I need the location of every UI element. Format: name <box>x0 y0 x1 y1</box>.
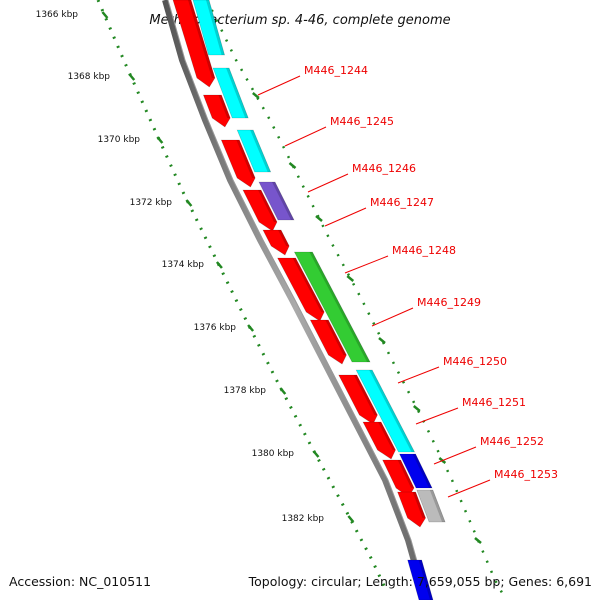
kbp-tick-label: 1368 kbp <box>68 72 111 82</box>
kbp-tick-label: 1366 kbp <box>36 10 79 20</box>
gene-label-leader <box>371 307 414 327</box>
gene-label[interactable]: M446_1246 <box>352 162 416 175</box>
ruler-dotted-line <box>96 0 388 591</box>
gene-label[interactable]: M446_1247 <box>370 196 434 209</box>
kbp-tick-mark <box>101 11 109 19</box>
backbone-line <box>162 0 428 600</box>
gene-label[interactable]: M446_1249 <box>417 296 481 309</box>
outer-track-tick <box>288 162 297 169</box>
gray-gene-band-shade <box>429 490 446 522</box>
gene-label[interactable]: M446_1250 <box>443 355 507 368</box>
cds-arrow-shade <box>292 258 325 312</box>
gene-label[interactable]: M446_1253 <box>494 468 558 481</box>
blue-gene-band[interactable] <box>399 453 433 489</box>
cyan-gene-band[interactable] <box>236 129 272 173</box>
cds-arrow[interactable] <box>242 189 278 232</box>
backbone-highlight <box>167 0 429 600</box>
gene-label[interactable]: M446_1245 <box>330 115 394 128</box>
accession-text: Accession: NC_010511 <box>9 574 151 589</box>
cds-arrow[interactable] <box>262 229 290 256</box>
kbp-ruler-ticks: 1366 kbp 1368 kbp 1370 kbp 1372 kbp 1374 kbp… <box>36 10 355 524</box>
kbp-tick-mark <box>247 324 255 332</box>
cds-arrow-shade <box>258 190 277 222</box>
gene-label-leader <box>447 479 491 498</box>
genome-backbone <box>162 0 429 600</box>
kbp-tick-mark <box>215 261 223 269</box>
purple-gene-band[interactable] <box>258 181 295 221</box>
map-title: Methylobacterium sp. 4-46, complete geno… <box>149 13 450 28</box>
cds-arrow[interactable] <box>220 139 256 188</box>
outer-track-tick <box>315 215 323 222</box>
kbp-ruler <box>96 0 388 591</box>
kbp-tick-label: 1376 kbp <box>194 323 237 333</box>
cds-arrow-shade <box>325 320 347 355</box>
bottom-blue-gene-shade <box>418 560 433 600</box>
cds-arrow[interactable] <box>172 0 216 88</box>
gene-label-leader <box>284 126 327 147</box>
outer-track-tick <box>346 275 355 282</box>
cds-arrow-shade <box>218 95 231 118</box>
cyan-gene-band[interactable] <box>212 67 249 119</box>
kbp-tick-label: 1372 kbp <box>130 198 173 208</box>
cyan-gene-band-shade <box>369 370 415 452</box>
kbp-tick-label: 1370 kbp <box>98 135 141 145</box>
gene-label-leader <box>324 207 367 227</box>
gene-features <box>172 0 446 600</box>
kbp-tick-mark <box>347 515 355 523</box>
cds-arrow[interactable] <box>397 491 426 528</box>
gene-label[interactable]: M446_1252 <box>480 435 544 448</box>
gene-label-leader <box>433 446 477 465</box>
cyan-gene-band-shade <box>226 68 249 118</box>
cds-arrow[interactable] <box>338 374 378 425</box>
cds-arrow-shade <box>188 0 215 78</box>
green-gene-band-shade <box>309 252 371 362</box>
kbp-tick-label: 1382 kbp <box>282 514 325 524</box>
cds-arrow-shade <box>236 140 256 178</box>
gene-label-leader <box>344 255 389 274</box>
outer-track-tick <box>378 337 386 344</box>
blue-gene-band-shade <box>412 454 433 488</box>
cds-arrow[interactable] <box>202 94 231 128</box>
gene-label-leader <box>257 75 301 96</box>
genome-summary-text: Topology: circular; Length: 7,659,055 bp… <box>248 574 592 589</box>
cds-arrow[interactable] <box>309 319 347 365</box>
gene-label[interactable]: M446_1251 <box>462 396 526 409</box>
cds-arrow[interactable] <box>277 257 325 322</box>
gene-label[interactable]: M446_1248 <box>392 244 456 257</box>
kbp-tick-mark <box>185 199 193 207</box>
gray-gene-band[interactable] <box>416 489 446 523</box>
gene-label-leader <box>307 173 349 193</box>
cds-arrow-shade <box>397 460 415 488</box>
outer-track-tick <box>474 537 482 544</box>
cds-arrow-shade <box>278 230 290 246</box>
kbp-tick-mark <box>279 387 287 395</box>
outer-track-tick <box>252 92 260 99</box>
kbp-tick-label: 1378 kbp <box>224 386 267 396</box>
kbp-tick-mark <box>156 136 164 144</box>
green-gene-band[interactable] <box>293 251 371 363</box>
gene-label-leader <box>397 366 440 384</box>
cyan-gene-band[interactable] <box>355 369 416 453</box>
cds-arrow-shade <box>412 492 426 518</box>
cyan-gene-band-shade <box>250 130 271 172</box>
cyan-gene-band[interactable] <box>192 0 225 56</box>
kbp-tick-mark <box>312 450 320 458</box>
cds-arrow-shade <box>353 375 378 415</box>
purple-gene-band-shade <box>272 182 294 220</box>
cds-arrow-shade <box>378 422 396 450</box>
cds-arrow[interactable] <box>362 421 396 460</box>
cyan-gene-band-shade <box>206 0 225 55</box>
bottom-blue-gene[interactable] <box>407 559 434 600</box>
kbp-tick-label: 1374 kbp <box>162 260 205 270</box>
kbp-tick-label: 1380 kbp <box>252 449 295 459</box>
gene-label-leader <box>415 407 459 425</box>
outer-track-tick <box>412 405 421 412</box>
kbp-tick-mark <box>128 73 136 81</box>
gene-labels[interactable]: M446_1244 M446_1245 M446_1246 M446_1247 M446… <box>257 64 558 498</box>
gene-label[interactable]: M446_1244 <box>304 64 368 77</box>
